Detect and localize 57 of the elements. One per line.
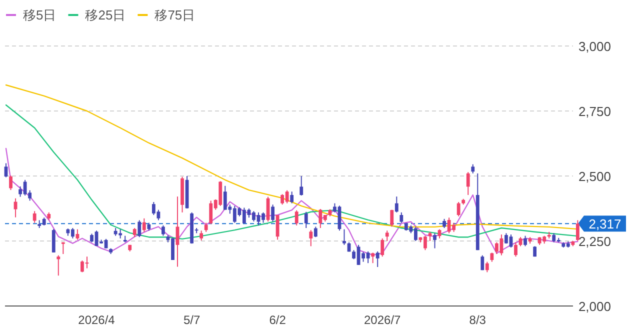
candlestick	[294, 210, 298, 226]
candlestick	[394, 196, 398, 213]
legend-label: 移25日	[85, 8, 126, 22]
x-tick-label: 6/2	[269, 313, 286, 327]
candlestick	[76, 228, 80, 240]
candlestick	[576, 220, 580, 242]
ref-label: 2,317	[578, 216, 626, 232]
candlestick	[142, 218, 146, 232]
candlestick	[290, 191, 294, 204]
legend-label: 移5日	[23, 8, 56, 22]
candlestick	[314, 226, 318, 238]
y-tick-label: 2,500	[578, 169, 611, 184]
candlestick	[342, 228, 346, 246]
candlestick	[514, 242, 518, 258]
candlestick	[176, 196, 180, 268]
candlestick	[304, 211, 308, 228]
candlestick	[138, 220, 142, 238]
x-tick-label: 2026/7	[364, 313, 402, 327]
candlestick	[132, 228, 136, 238]
candlestick	[32, 210, 36, 224]
candlestick	[385, 230, 389, 242]
candlestick	[428, 231, 432, 242]
candlestick	[309, 230, 313, 247]
line-series	[5, 104, 578, 240]
candlestick	[4, 162, 8, 178]
candlestick	[371, 252, 375, 264]
candlestick	[376, 250, 380, 268]
candlestick	[300, 176, 304, 196]
y-tick-label: 2,250	[578, 234, 611, 249]
candlestick	[380, 238, 384, 258]
candlestick	[271, 204, 274, 222]
ref-line-label: 2,317	[588, 216, 622, 232]
x-tick-label: 2026/4	[78, 313, 116, 327]
candlestick	[204, 222, 208, 232]
candlestick	[466, 172, 470, 196]
candlestick	[9, 174, 12, 191]
candlestick	[433, 232, 436, 249]
candlestick	[456, 202, 460, 217]
candlestick	[56, 254, 60, 276]
candlestick	[52, 228, 56, 253]
candlestick	[490, 252, 494, 262]
candlestick	[480, 254, 484, 271]
y-tick-label: 2,000	[578, 299, 611, 314]
candlestick	[485, 261, 489, 273]
candlestick	[471, 164, 475, 174]
y-tick-label: 3,000	[578, 39, 611, 54]
candlestick	[14, 198, 18, 218]
x-tick-label: 8/3	[469, 313, 486, 327]
x-tick-label: 5/7	[183, 313, 200, 327]
candlestick	[200, 230, 204, 241]
candlestick	[400, 212, 404, 224]
candlestick	[442, 218, 446, 228]
candlestick	[162, 224, 165, 236]
candlestick	[524, 235, 527, 247]
candlestick	[390, 209, 394, 228]
legend-label: 移75日	[154, 8, 196, 22]
y-tick-label: 2,750	[578, 104, 611, 119]
